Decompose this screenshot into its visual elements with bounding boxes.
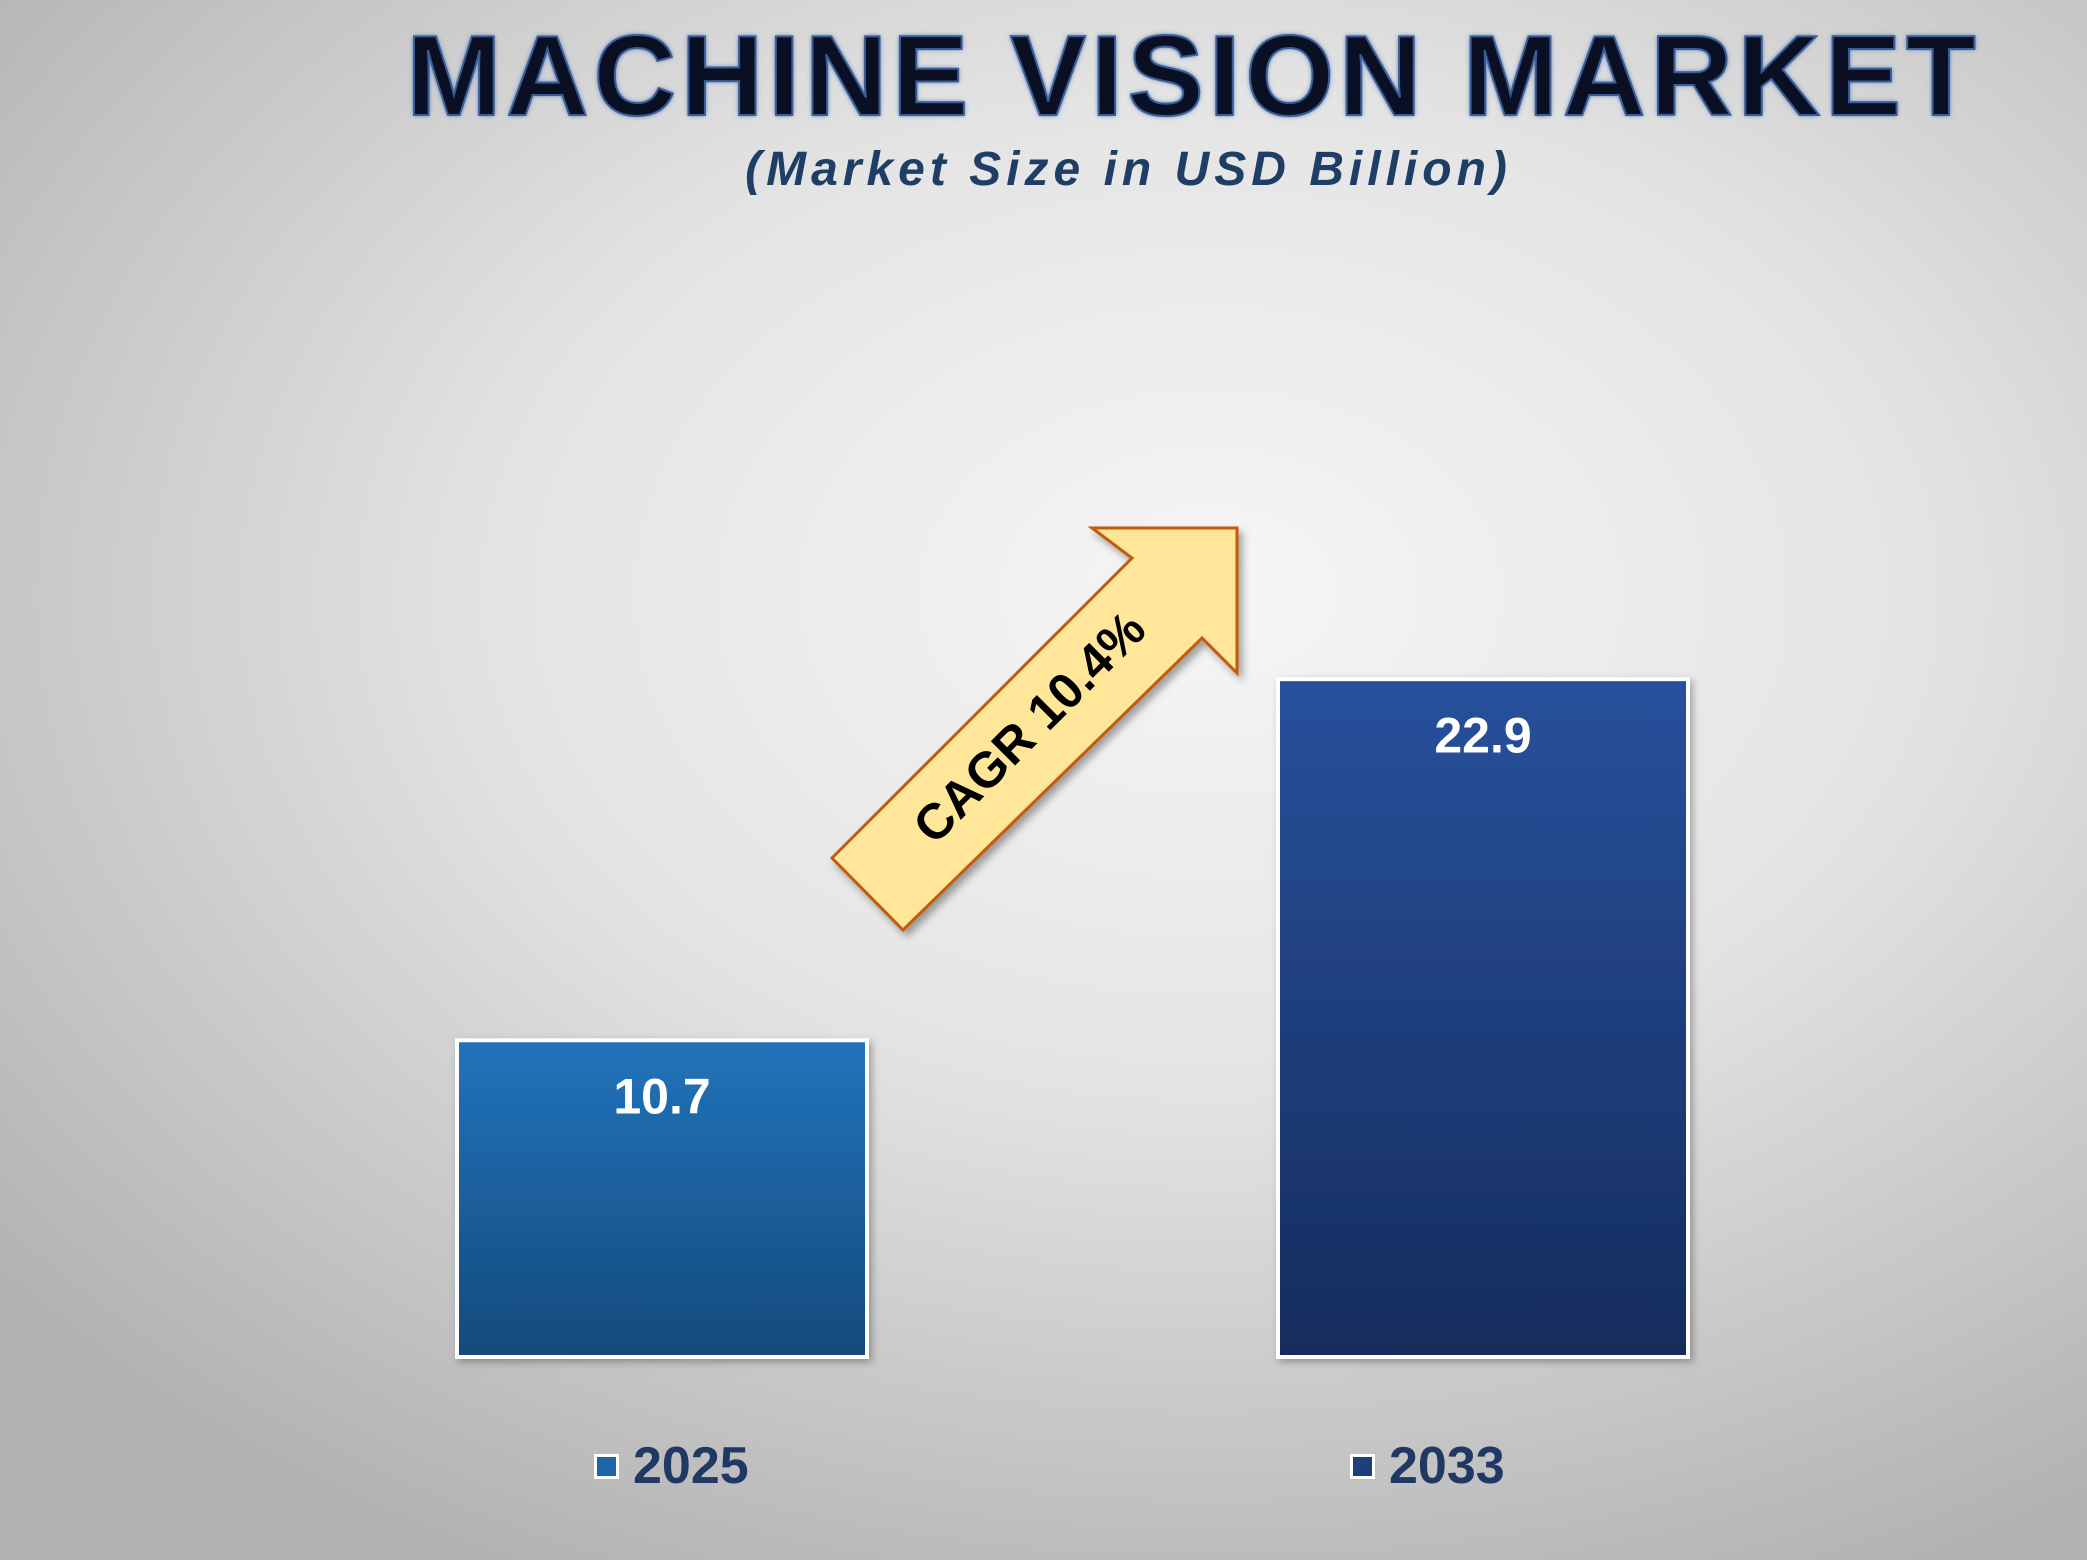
legend-label: 2033 (1389, 1437, 1505, 1495)
bar-2025 (455, 1038, 869, 1360)
cagr-arrow-shape (829, 526, 1239, 933)
legend-swatch (594, 1453, 619, 1479)
chart-title: MACHINE VISION MARKET (405, 13, 1981, 140)
legend-label: 2025 (633, 1437, 749, 1495)
legend-item-2025: 2025 (594, 1440, 749, 1492)
legend-swatch (1350, 1453, 1375, 1479)
chart-subtitle: (Market Size in USD Billion) (745, 143, 1512, 196)
cagr-arrow: CAGR 10.4% (829, 526, 1239, 933)
cagr-label: CAGR 10.4% (902, 600, 1156, 854)
legend-item-2033: 2033 (1350, 1440, 1505, 1492)
bar-value-label-2033: 22.9 (1434, 707, 1531, 763)
bar-2033 (1276, 677, 1690, 1359)
bar-value-label-2025: 10.7 (613, 1068, 710, 1124)
